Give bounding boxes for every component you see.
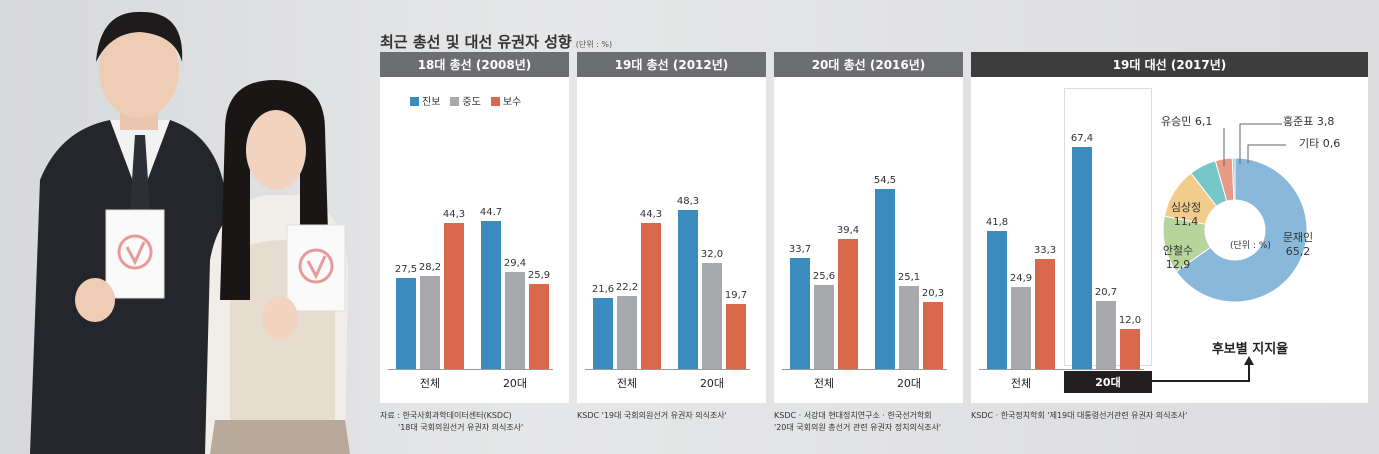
bar-moderate [702,263,722,369]
bar-conservative [726,303,746,369]
source-2008: 자료 : 한국사회과학데이터센터(KSDC) '18대 국회의원선거 유권자 의식… [380,411,524,432]
x-axis-label: 20대 [699,377,725,390]
source-2016: KSDC · 서강대 현대정치연구소 · 한국선거학회 '20대 국회의원 총선거… [774,411,942,432]
bar-moderate [617,295,637,369]
donut-title: 후보별 지지율 [1211,342,1289,357]
panel-title: 20대 총선 (2016년) [774,52,963,77]
bar-conservative [641,222,661,369]
arrow-connector [1152,356,1254,382]
bar-progressive [481,221,501,369]
bar-moderate [814,284,834,369]
x-axis-label: 전체 [813,377,835,390]
bar-value-label: 12,0 [1118,315,1142,327]
bar-moderate [505,271,525,369]
bar-moderate [899,286,919,369]
donut-label-other: 기타 0,6 [1299,137,1341,150]
x-axis-label: 전체 [419,377,441,390]
bar-conservative [1035,259,1055,369]
bar-value-label: 44.7 [479,207,503,219]
bar-value-label: 39,4 [836,224,860,236]
source-2017: KSDC · 한국정치학회 '제19대 대통령선거관련 유권자 의식조사' [971,411,1188,420]
donut-chart [1162,157,1308,303]
x-axis-label: 20대 [502,377,528,390]
bar-value-label: 27,5 [394,264,418,276]
bar-moderate [420,275,440,369]
bar-value-label: 25,9 [527,269,551,281]
donut-label-sim: 심상정 11,4 [1170,201,1202,228]
baseline [585,369,750,370]
bar-value-label: 54,5 [873,175,897,187]
bar-progressive [396,278,416,369]
highlight-20s-tag: 20대 [1064,371,1152,393]
bar-value-label: 21,6 [591,283,615,295]
bar-value-label: 33,7 [788,243,812,255]
bar-progressive [790,257,810,369]
chart-title: 최근 총선 및 대선 유권자 성향 (단위 : %) [380,33,613,51]
bar-value-label: 44,3 [639,208,663,220]
bar-value-label: 22,2 [615,281,639,293]
bar-conservative [923,302,943,369]
donut-label-yoo: 유승민 6,1 [1161,115,1213,128]
bar-progressive [678,209,698,369]
bar-value-label: 20,3 [921,288,945,299]
donut-leader-lines [1223,123,1286,166]
donut-label-moon: 문재인 65,2 [1282,231,1314,258]
donut-slice-0 [1175,157,1308,303]
students-photo [0,0,372,454]
donut-label-hong: 홍준표 3,8 [1283,115,1335,128]
x-axis-label: 전체 [616,377,638,390]
x-axis-label: 20대 [896,377,922,390]
bar-value-label: 24,9 [1009,272,1033,284]
bar-conservative [838,238,858,369]
donut-label-ahn: 안철수 12,9 [1162,244,1194,271]
panel-title: 19대 대선 (2017년) [971,52,1368,77]
bar-value-label: 29,4 [503,257,527,269]
bar-moderate [1096,300,1116,369]
bar-value-label: 28,2 [418,261,442,273]
bar-value-label: 20,7 [1094,286,1118,298]
donut-center-label: (단위 : %) [1230,241,1271,251]
x-axis-label: 전체 [1010,377,1032,390]
legend-item-conservative: 보수 [490,93,521,108]
bar-conservative [444,222,464,369]
bar-value-label: 32,0 [700,249,724,261]
legend-item-progressive: 진보 [410,93,440,108]
bar-value-label: 41,8 [985,217,1009,229]
donut-slice-5 [1231,157,1236,201]
bar-progressive [875,189,895,369]
source-2012: KSDC '19대 국회의원선거 유권자 의식조사' [577,411,727,420]
baseline [979,369,1144,370]
bar-value-label: 33,3 [1033,245,1057,257]
bar-value-label: 25,1 [897,272,921,284]
bar-value-label: 25,6 [812,270,836,282]
bar-value-label: 19,7 [724,289,748,301]
panel-title: 18대 총선 (2008년) [380,52,569,77]
legend: 진보 중도 보수 [410,93,521,108]
bar-progressive [1072,146,1092,369]
baseline [782,369,947,370]
bar-conservative [1120,329,1140,369]
bar-progressive [593,297,613,369]
bar-conservative [529,283,549,369]
unit-note: (단위 : %) [575,40,613,49]
bar-progressive [987,231,1007,369]
baseline [388,369,553,370]
bar-value-label: 67,4 [1070,132,1094,144]
bar-value-label: 44,3 [442,208,466,220]
legend-item-moderate: 중도 [450,93,481,108]
panel-title: 19대 총선 (2012년) [577,52,766,77]
bar-value-label: 48,3 [676,195,700,207]
bar-moderate [1011,286,1031,369]
